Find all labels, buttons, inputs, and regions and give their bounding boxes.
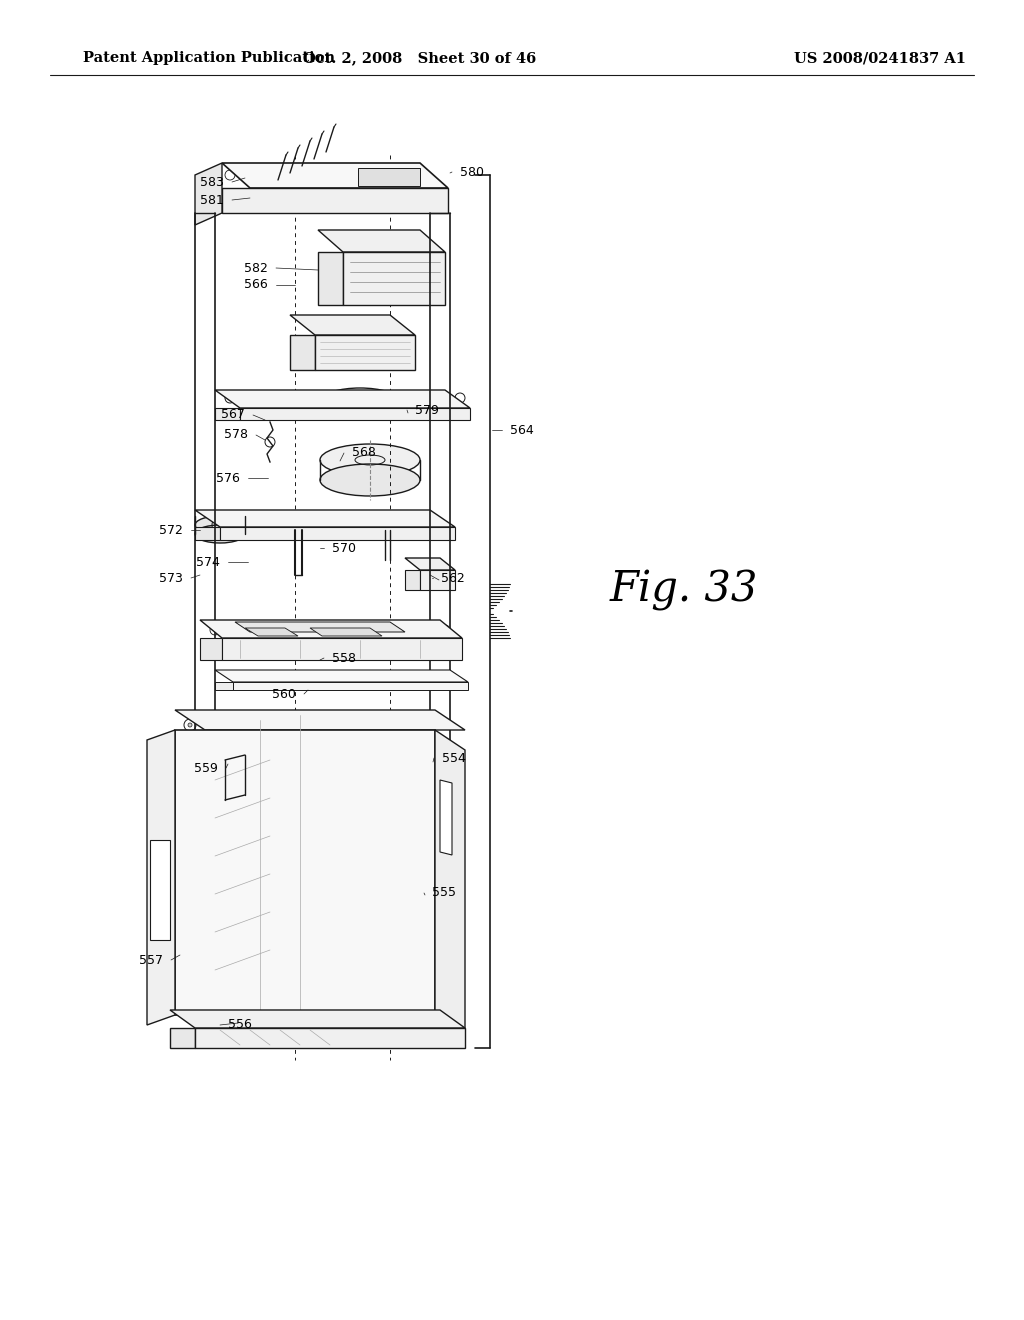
Polygon shape (318, 230, 445, 252)
Text: 570: 570 (332, 541, 356, 554)
Polygon shape (406, 570, 420, 590)
Circle shape (418, 998, 422, 1002)
Text: 554: 554 (442, 751, 466, 764)
Ellipse shape (290, 527, 306, 533)
Polygon shape (170, 1010, 465, 1028)
Circle shape (288, 199, 296, 207)
Text: 559: 559 (195, 762, 218, 775)
Polygon shape (440, 780, 452, 855)
Polygon shape (220, 527, 455, 540)
Polygon shape (195, 162, 222, 224)
Polygon shape (195, 510, 455, 527)
Text: 566: 566 (245, 279, 268, 292)
Text: 582: 582 (244, 261, 268, 275)
Polygon shape (315, 335, 415, 370)
Polygon shape (233, 682, 468, 690)
Text: 580: 580 (460, 165, 484, 178)
Circle shape (248, 199, 256, 207)
Polygon shape (200, 638, 222, 660)
Text: 578: 578 (224, 429, 248, 441)
Polygon shape (175, 710, 465, 730)
Circle shape (188, 723, 193, 727)
Text: Fig. 33: Fig. 33 (610, 569, 759, 611)
Circle shape (418, 723, 422, 727)
Polygon shape (215, 389, 470, 408)
Polygon shape (240, 408, 470, 420)
Text: 579: 579 (415, 404, 439, 417)
Polygon shape (195, 527, 220, 540)
Text: 567: 567 (221, 408, 245, 421)
Polygon shape (358, 168, 420, 186)
Polygon shape (435, 730, 465, 1035)
Polygon shape (310, 628, 382, 636)
Text: Oct. 2, 2008   Sheet 30 of 46: Oct. 2, 2008 Sheet 30 of 46 (303, 51, 537, 65)
Polygon shape (200, 620, 462, 638)
Text: 583: 583 (200, 176, 224, 189)
Text: 557: 557 (139, 953, 163, 966)
Text: 574: 574 (197, 556, 220, 569)
Text: 572: 572 (159, 524, 183, 536)
Circle shape (258, 199, 266, 207)
Polygon shape (290, 335, 315, 370)
Circle shape (278, 199, 286, 207)
Text: 555: 555 (432, 887, 456, 899)
Polygon shape (318, 252, 343, 305)
Polygon shape (215, 671, 468, 682)
Text: 564: 564 (510, 424, 534, 437)
Ellipse shape (195, 516, 245, 535)
Circle shape (238, 199, 246, 207)
Text: 560: 560 (272, 688, 296, 701)
Polygon shape (420, 570, 455, 590)
Polygon shape (222, 638, 462, 660)
Polygon shape (234, 622, 406, 632)
Polygon shape (147, 730, 175, 1026)
Polygon shape (215, 408, 240, 420)
Ellipse shape (319, 465, 420, 496)
Ellipse shape (195, 525, 245, 543)
Circle shape (188, 998, 193, 1002)
Text: 568: 568 (352, 446, 376, 459)
Polygon shape (222, 187, 449, 213)
Text: 581: 581 (200, 194, 224, 206)
Polygon shape (215, 682, 233, 690)
Text: 556: 556 (228, 1019, 252, 1031)
Circle shape (268, 199, 276, 207)
Polygon shape (195, 1028, 465, 1048)
Text: US 2008/0241837 A1: US 2008/0241837 A1 (794, 51, 966, 65)
Polygon shape (150, 840, 170, 940)
Text: 558: 558 (332, 652, 356, 664)
Polygon shape (290, 315, 415, 335)
Text: 573: 573 (159, 572, 183, 585)
Polygon shape (406, 558, 455, 570)
Polygon shape (245, 628, 298, 636)
Text: Patent Application Publication: Patent Application Publication (83, 51, 335, 65)
Text: 562: 562 (441, 572, 465, 585)
Ellipse shape (319, 444, 420, 477)
Polygon shape (222, 162, 449, 187)
Polygon shape (343, 252, 445, 305)
Text: 576: 576 (216, 471, 240, 484)
Polygon shape (170, 1028, 195, 1048)
Polygon shape (175, 730, 435, 1015)
